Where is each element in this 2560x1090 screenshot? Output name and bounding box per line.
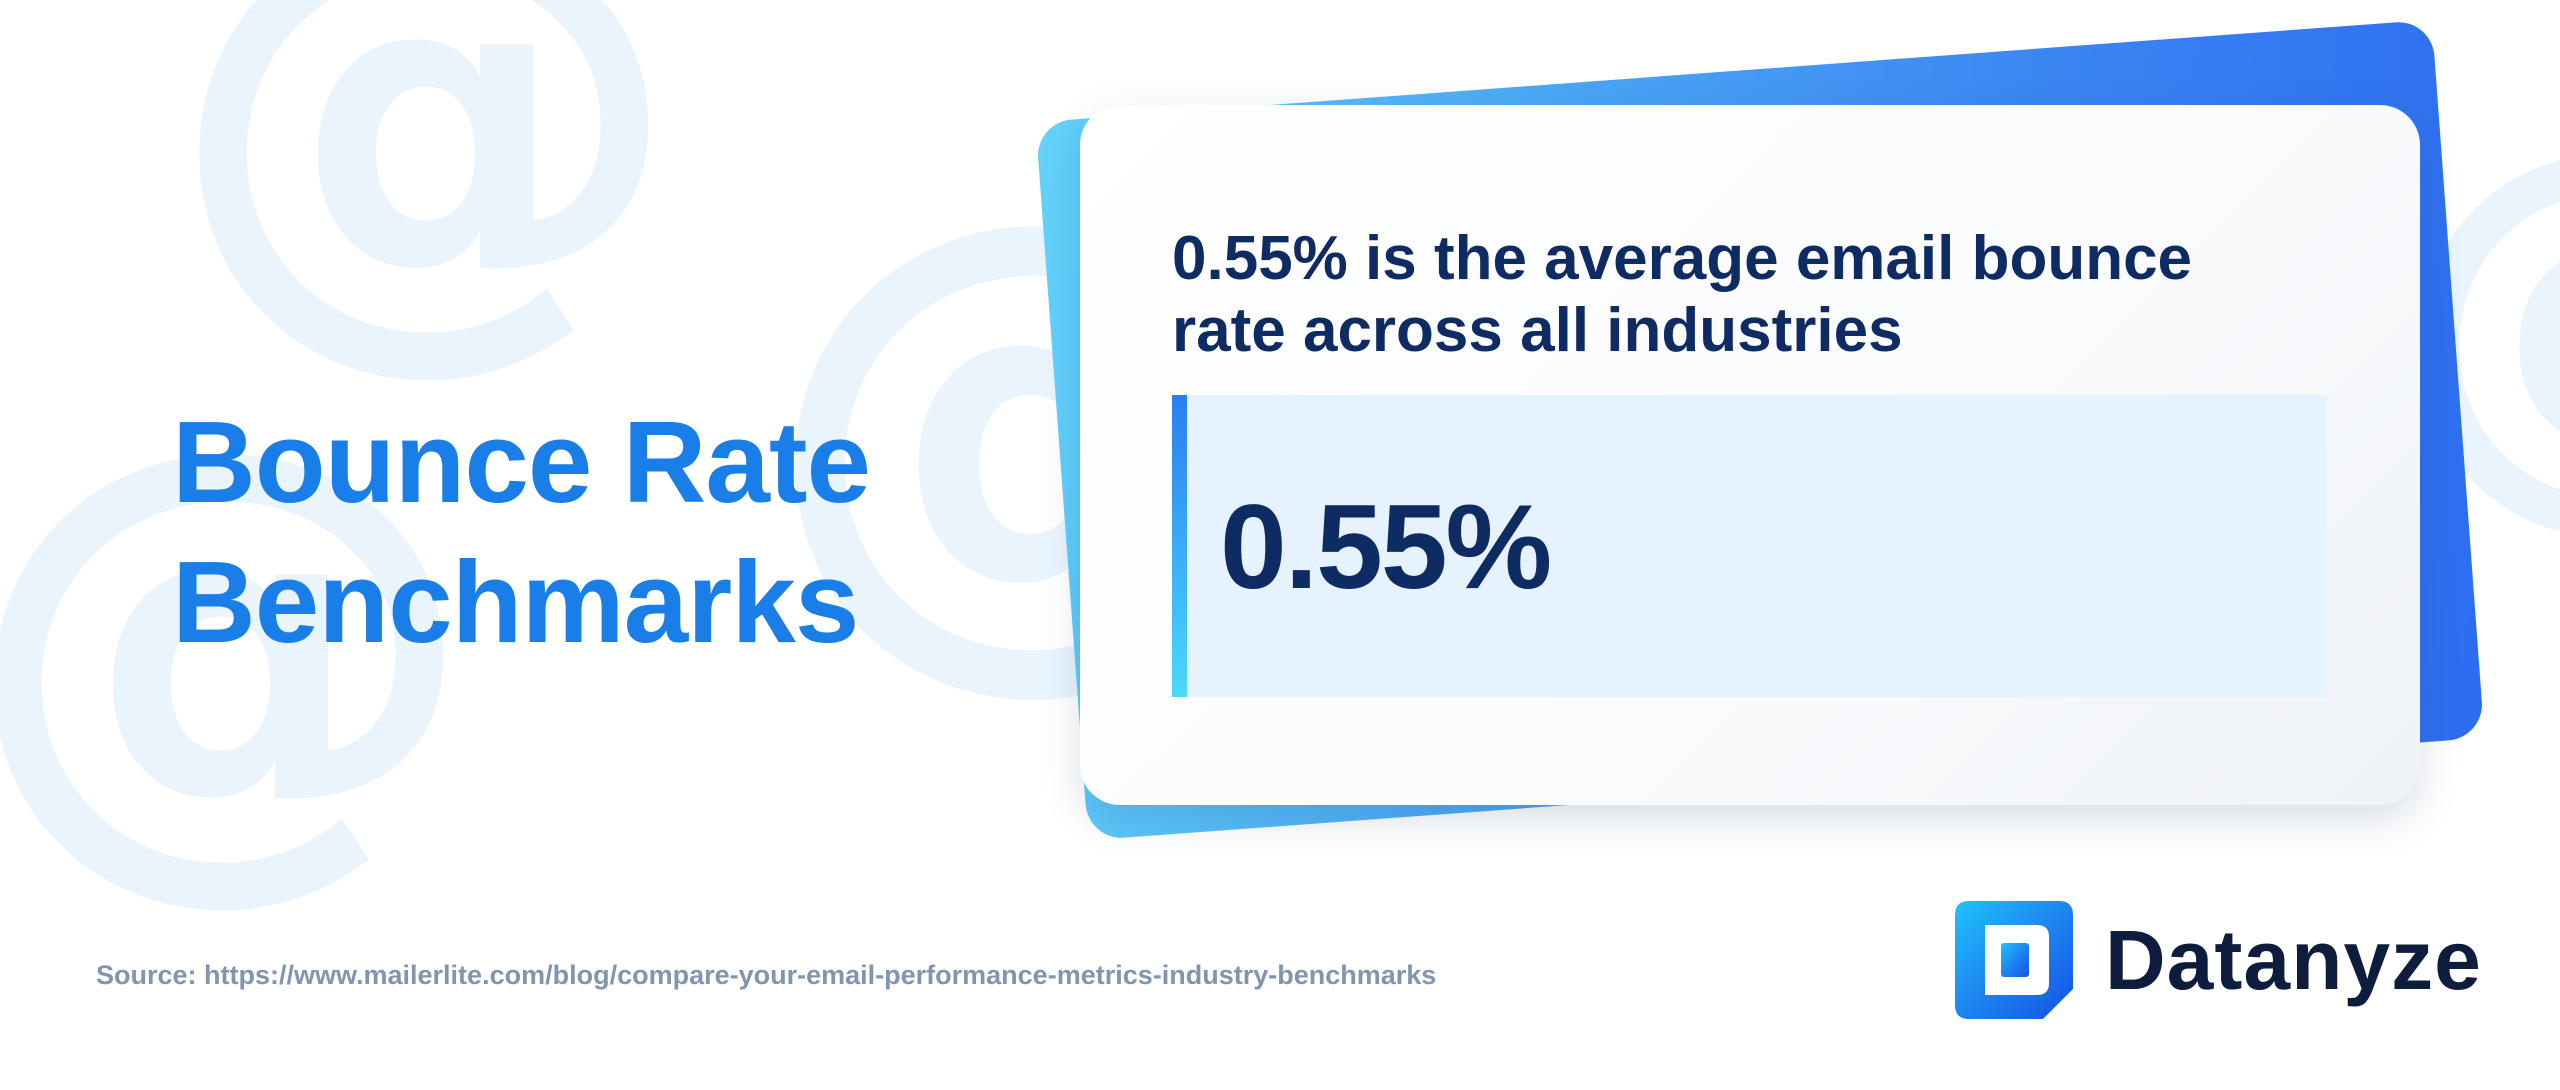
page-title-line-1: Bounce Rate	[172, 397, 871, 527]
stat-value: 0.55%	[1220, 480, 1552, 614]
page-title: Bounce Rate Benchmarks	[172, 392, 871, 672]
stat-card-heading: 0.55% is the average email bounce rate a…	[1172, 224, 2193, 365]
at-sign-icon: @	[165, 0, 685, 413]
stat-card: 0.55% is the average email bounce rate a…	[1080, 105, 2420, 805]
source-citation: Source: https://www.mailerlite.com/blog/…	[96, 960, 1437, 990]
brand-lockup: Datanyze	[1955, 900, 2482, 1020]
at-sign-icon: @	[0, 337, 480, 943]
datanyze-logo-icon	[1955, 901, 2073, 1019]
page-title-line-2: Benchmarks	[172, 537, 859, 667]
stat-accent-bar	[1172, 395, 1187, 697]
stat-box: 0.55%	[1172, 395, 2327, 697]
brand-name: Datanyze	[2105, 913, 2482, 1007]
